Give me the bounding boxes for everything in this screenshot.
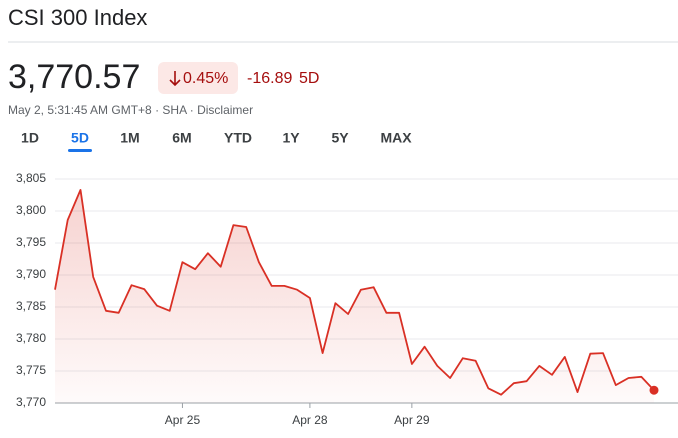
title: CSI 300 Index (8, 5, 147, 30)
y-tick-label: 3,795 (16, 235, 46, 249)
tab[interactable]: MAX (380, 130, 412, 146)
tab[interactable]: 1Y (282, 130, 300, 146)
price-line (54, 189, 655, 396)
tab[interactable]: 6M (172, 130, 191, 146)
tab[interactable]: 1D (21, 130, 39, 146)
change-badge (158, 62, 238, 94)
x-tick-label: Apr 28 (292, 413, 328, 427)
tab[interactable]: 5D (71, 130, 89, 146)
x-tick-label: Apr 25 (165, 413, 201, 427)
x-tick-label: Apr 29 (394, 413, 430, 427)
y-tick-label: 3,775 (16, 363, 46, 377)
y-tick-label: 3,790 (16, 267, 46, 281)
y-tick-label: 3,780 (16, 331, 46, 345)
tab[interactable]: 5Y (331, 130, 349, 146)
area (55, 189, 654, 403)
down-arrow (169, 71, 181, 87)
y-tick-label: 3,805 (16, 171, 46, 185)
y-tick-label: 3,770 (16, 395, 46, 409)
change-percent: 0.45% (183, 70, 228, 87)
tab[interactable]: YTD (224, 130, 252, 146)
y-tick-label: 3,800 (16, 203, 46, 217)
y-tick-label: 3,785 (16, 299, 46, 313)
period: 5D (299, 70, 319, 87)
tab-underline (68, 149, 92, 152)
tab[interactable]: 1M (120, 130, 139, 146)
last-point (649, 385, 659, 395)
change: -16.89 (247, 70, 292, 87)
price: 3,770.57 (8, 58, 140, 96)
subtitle: May 2, 5:31:45 AM GMT+8 · SHA · Disclaim… (8, 103, 253, 117)
